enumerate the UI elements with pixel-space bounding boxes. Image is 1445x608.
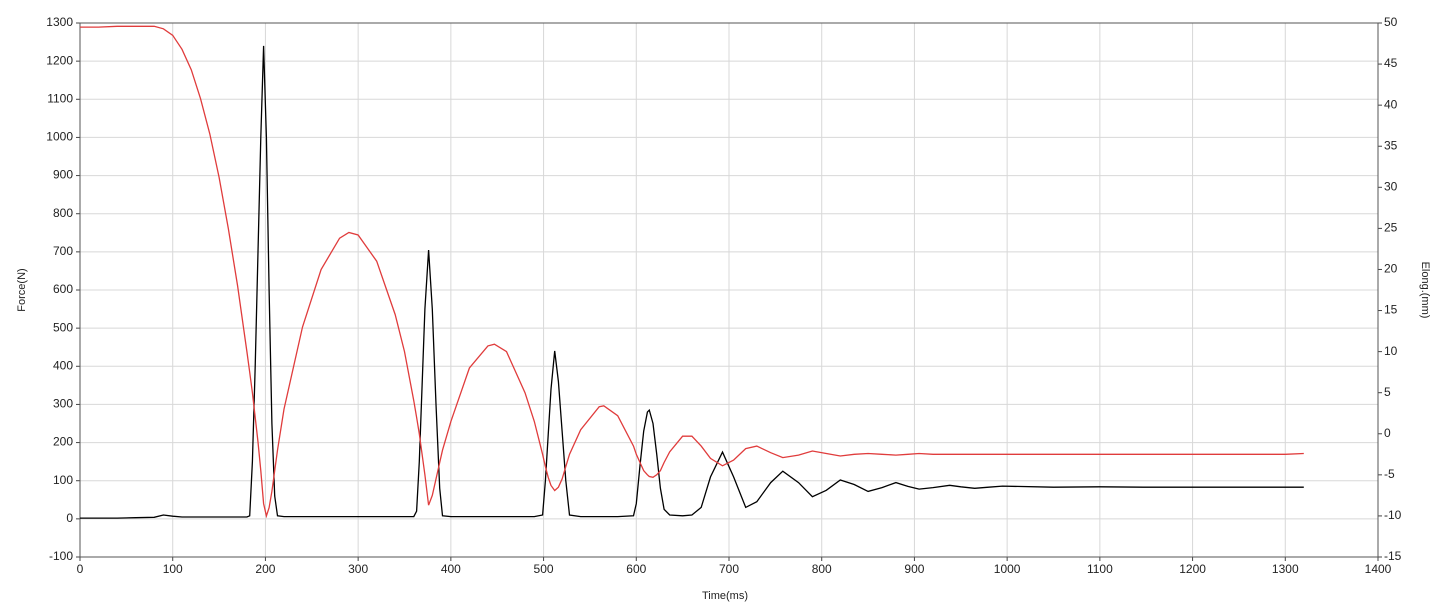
series-line xyxy=(80,25,1304,519)
y-tick-label: 600 xyxy=(53,282,73,296)
y-tick-label: 1000 xyxy=(46,130,73,144)
y-tick-label: 500 xyxy=(53,320,73,334)
x-tick-label: 900 xyxy=(904,562,924,576)
y-tick-label: 1100 xyxy=(47,91,73,105)
y-tick-label: 400 xyxy=(53,358,73,372)
y2-tick-label: -10 xyxy=(1384,508,1402,522)
y2-tick-label: 10 xyxy=(1384,344,1398,358)
y-tick-label: 1300 xyxy=(46,15,73,29)
plot-frame xyxy=(79,22,1379,558)
y2-tick-label: 30 xyxy=(1384,179,1398,193)
y-tick-label: 300 xyxy=(53,397,73,411)
y2-tick-label: 5 xyxy=(1384,385,1391,399)
y-axis-label: Force(N) xyxy=(16,268,28,311)
x-tick-label: 0 xyxy=(77,562,84,576)
y2-axis-label: Elong.(mm) xyxy=(1419,262,1431,319)
x-tick-label: 100 xyxy=(163,562,183,576)
y-tick-label: 1200 xyxy=(46,53,73,67)
y2-tick-label: 15 xyxy=(1384,303,1398,317)
y-tick-label: -100 xyxy=(49,549,73,563)
x-tick-label: 1400 xyxy=(1365,562,1392,576)
x-tick-label: 1000 xyxy=(994,562,1021,576)
x-tick-label: 1300 xyxy=(1272,562,1299,576)
x-tick-label: 700 xyxy=(719,562,739,576)
y2-tick-label: -5 xyxy=(1384,467,1395,481)
y2-tick-label: 20 xyxy=(1384,262,1398,276)
x-tick-label: 600 xyxy=(626,562,646,576)
y2-tick-label: 40 xyxy=(1384,97,1398,111)
y2-tick-label: 0 xyxy=(1384,426,1391,440)
x-tick-label: 800 xyxy=(812,562,832,576)
y2-tick-label: 25 xyxy=(1384,221,1398,235)
x-tick-label: 300 xyxy=(348,562,368,576)
x-tick-label: 500 xyxy=(534,562,554,576)
x-tick-label: 400 xyxy=(441,562,461,576)
x-tick-label: 200 xyxy=(255,562,275,576)
y-tick-label: 700 xyxy=(53,244,73,258)
y2-tick-label: 45 xyxy=(1384,56,1398,70)
y-tick-label: 0 xyxy=(66,511,73,525)
y-tick-label: 200 xyxy=(53,435,73,449)
y-tick-label: 800 xyxy=(53,206,73,220)
y2-tick-label: -15 xyxy=(1384,549,1402,563)
y2-tick-label: 50 xyxy=(1384,15,1398,29)
series-line xyxy=(80,45,1304,519)
y-tick-label: 100 xyxy=(53,473,73,487)
y2-tick-label: 35 xyxy=(1384,138,1398,152)
x-tick-label: 1200 xyxy=(1179,562,1206,576)
x-tick-label: 1100 xyxy=(1087,562,1113,576)
x-axis-label: Time(ms) xyxy=(702,590,748,602)
y-tick-label: 900 xyxy=(53,168,73,182)
